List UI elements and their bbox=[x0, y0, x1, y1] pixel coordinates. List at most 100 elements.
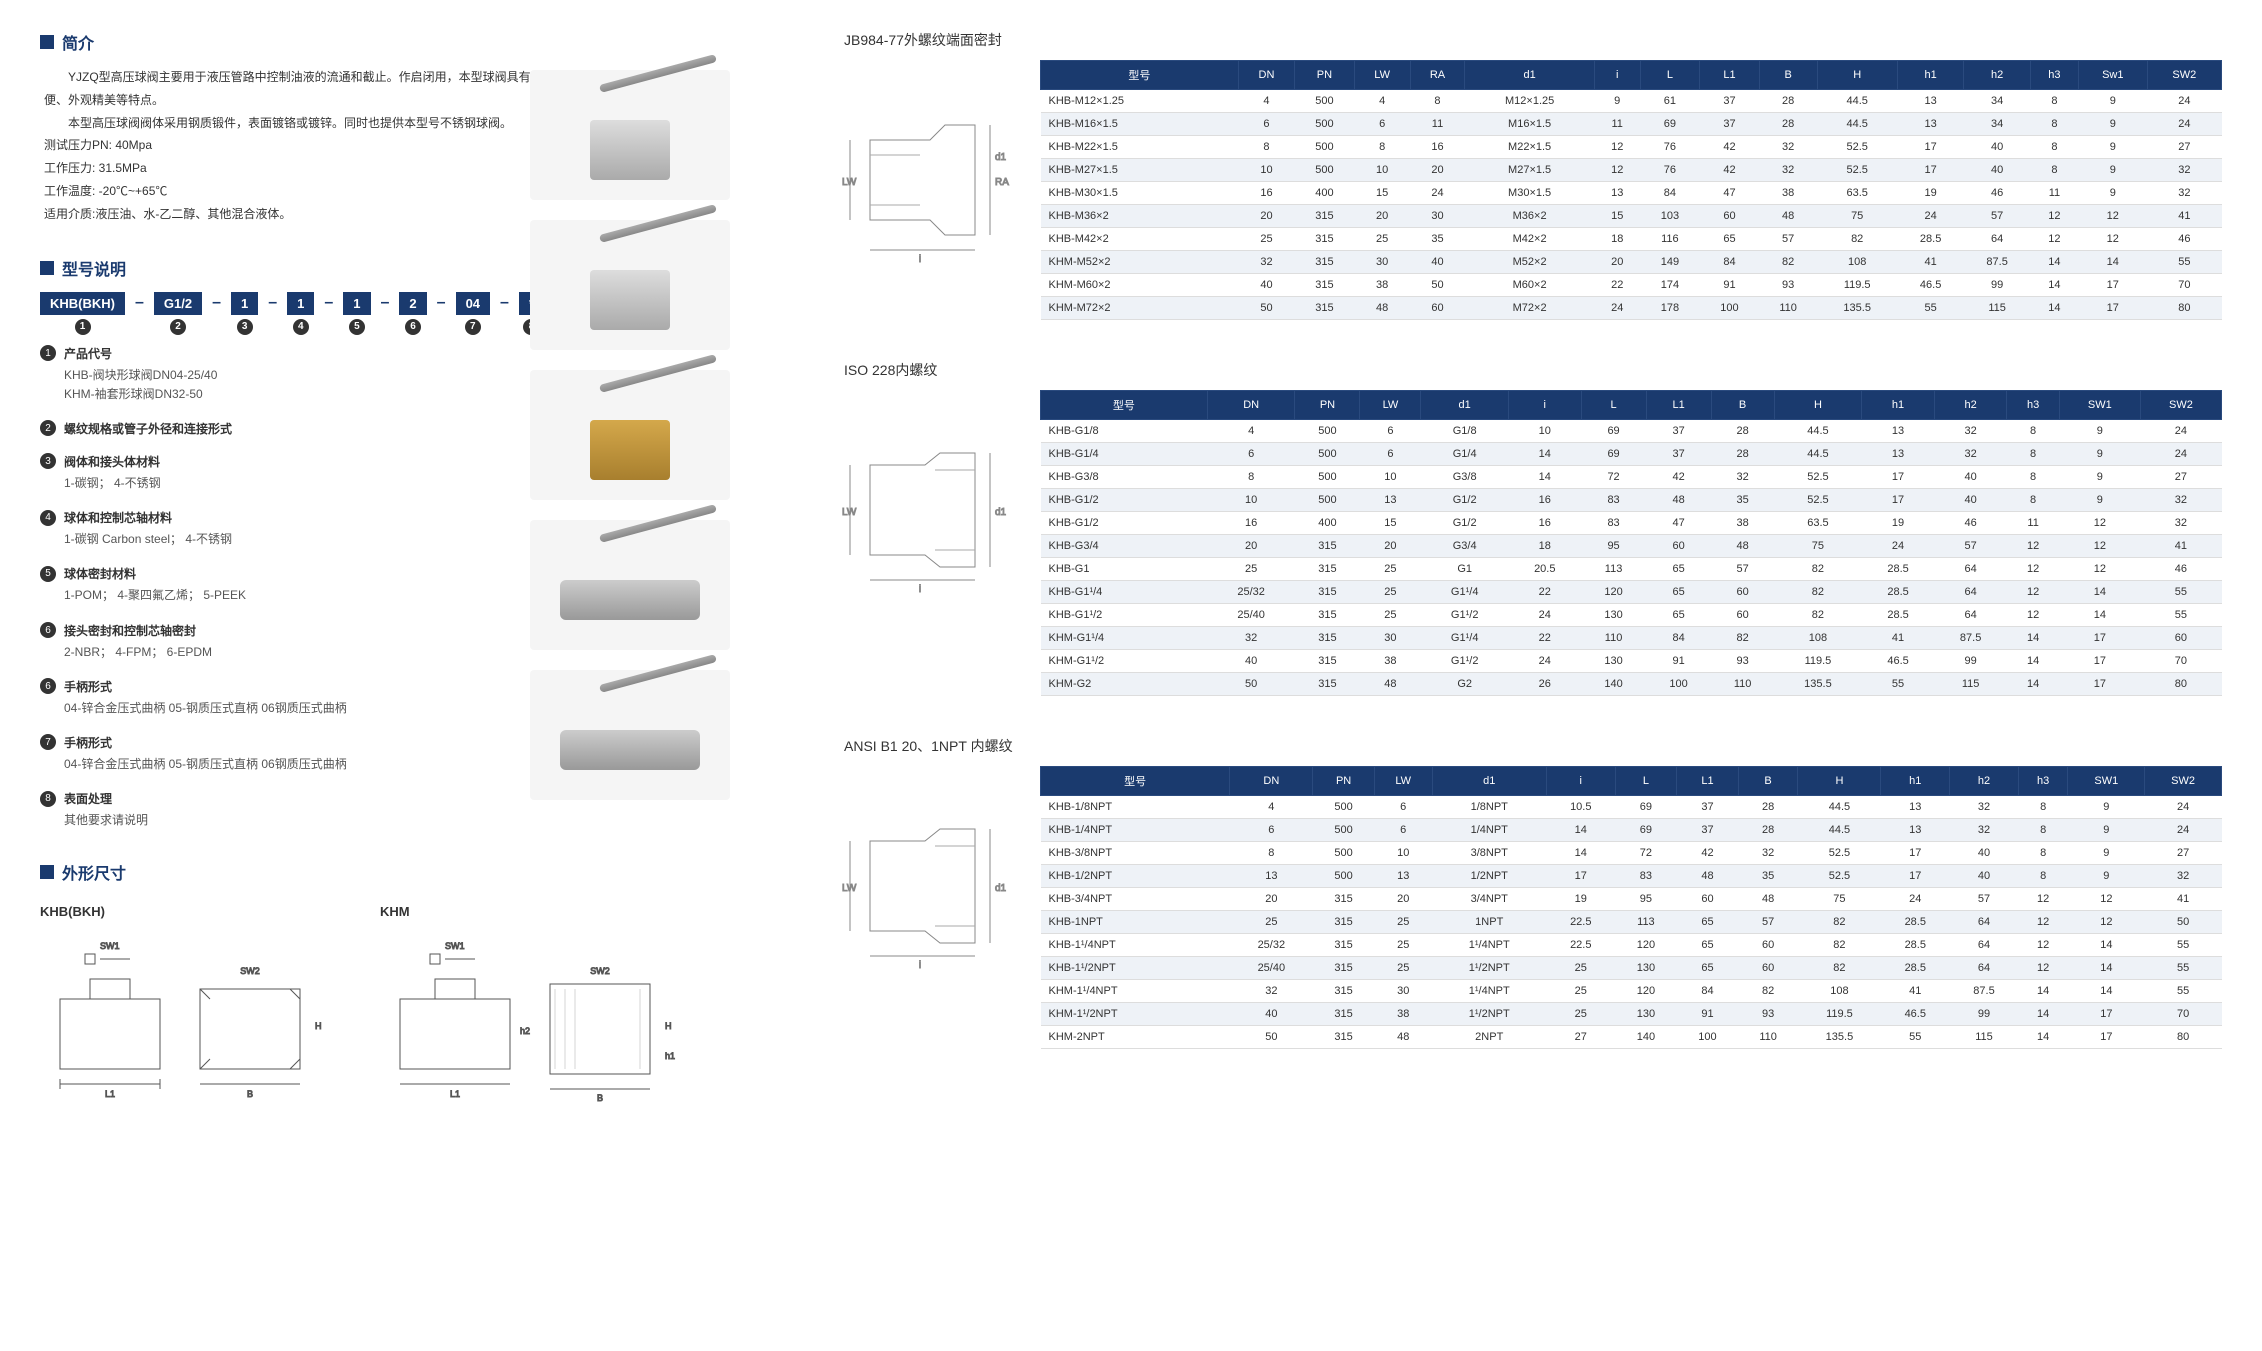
cell: 32 bbox=[2145, 865, 2222, 888]
svg-text:H: H bbox=[315, 1021, 322, 1031]
cell: 15 bbox=[1354, 182, 1410, 205]
legend-title: 手柄形式 bbox=[64, 678, 112, 695]
table-row: KHB-M30×1.5164001524M30×1.51384473863.51… bbox=[1041, 182, 2222, 205]
cell: 30 bbox=[1354, 251, 1410, 274]
cell: 115 bbox=[1964, 297, 2031, 320]
cell: 60 bbox=[1700, 205, 1760, 228]
legend-title: 球体和控制芯轴材料 bbox=[64, 509, 172, 526]
cell: 20 bbox=[1360, 535, 1421, 558]
table-row: KHB-G1/465006G1/41469372844.513328924 bbox=[1041, 443, 2222, 466]
cell: 27 bbox=[2140, 466, 2221, 489]
svg-text:L1: L1 bbox=[105, 1089, 115, 1099]
cell: 4 bbox=[1238, 90, 1294, 113]
cell: 13 bbox=[1897, 90, 1964, 113]
cell: G2 bbox=[1421, 673, 1509, 696]
cell: 16 bbox=[1238, 182, 1294, 205]
svg-text:h2: h2 bbox=[520, 1026, 530, 1036]
cell: 63.5 bbox=[1774, 512, 1862, 535]
cell: 9 bbox=[2059, 443, 2140, 466]
cell: 6 bbox=[1354, 113, 1410, 136]
cell: 84 bbox=[1677, 980, 1739, 1003]
cell: G1/4 bbox=[1421, 443, 1509, 466]
cell: 8 bbox=[2018, 865, 2068, 888]
cell: 6 bbox=[1230, 819, 1313, 842]
cell: KHB-3/4NPT bbox=[1041, 888, 1230, 911]
cell: 10 bbox=[1360, 466, 1421, 489]
cell: 6 bbox=[1374, 796, 1432, 819]
cell: 44.5 bbox=[1774, 420, 1862, 443]
cell: 82 bbox=[1774, 558, 1862, 581]
col-header: L bbox=[1640, 61, 1700, 90]
cell: 108 bbox=[1817, 251, 1897, 274]
cell: 24 bbox=[2147, 113, 2221, 136]
cell: 57 bbox=[1759, 228, 1817, 251]
cell: 17 bbox=[2059, 627, 2140, 650]
cell: 16 bbox=[1508, 489, 1581, 512]
cell: 8 bbox=[2030, 136, 2078, 159]
cell: 60 bbox=[1410, 297, 1465, 320]
cell: 22 bbox=[1594, 274, 1640, 297]
cell: 15 bbox=[1360, 512, 1421, 535]
cell: 44.5 bbox=[1817, 113, 1897, 136]
badge-number: 6 bbox=[405, 319, 421, 335]
cell: KHB-G1/8 bbox=[1041, 420, 1208, 443]
cell: 64 bbox=[1950, 911, 2019, 934]
cell: 10 bbox=[1354, 159, 1410, 182]
cell: 135.5 bbox=[1817, 297, 1897, 320]
cell: 40 bbox=[1207, 650, 1295, 673]
col-header: L bbox=[1615, 767, 1677, 796]
cell: 120 bbox=[1615, 980, 1677, 1003]
table-row: KHB-M36×2203152030M36×215103604875245712… bbox=[1041, 205, 2222, 228]
cell: 9 bbox=[2059, 466, 2140, 489]
cell: 24 bbox=[1410, 182, 1465, 205]
cell: 41 bbox=[1881, 980, 1950, 1003]
cell: 22.5 bbox=[1546, 934, 1615, 957]
cell: 57 bbox=[1738, 911, 1798, 934]
cell: 70 bbox=[2147, 274, 2221, 297]
cell: 20 bbox=[1374, 888, 1432, 911]
cell: 28 bbox=[1759, 113, 1817, 136]
cell: 1NPT bbox=[1432, 911, 1546, 934]
cell: 52.5 bbox=[1817, 159, 1897, 182]
cell: 46.5 bbox=[1862, 650, 1935, 673]
cell: 10 bbox=[1508, 420, 1581, 443]
table2: 型号DNPNLWd1iLL1BHh1h2h3SW1SW2KHB-G1/84500… bbox=[1040, 390, 2222, 696]
cell: 14 bbox=[2007, 650, 2059, 673]
valve-image-2 bbox=[530, 220, 730, 350]
cell: 315 bbox=[1295, 251, 1355, 274]
cell: 500 bbox=[1295, 443, 1360, 466]
cell: M27×1.5 bbox=[1465, 159, 1594, 182]
cell: 57 bbox=[1950, 888, 2019, 911]
col-header: h1 bbox=[1862, 391, 1935, 420]
cell: 16 bbox=[1508, 512, 1581, 535]
cell: 87.5 bbox=[1934, 627, 2007, 650]
cell: 40 bbox=[1230, 1003, 1313, 1026]
cell: 60 bbox=[1711, 604, 1774, 627]
cell: 26 bbox=[1508, 673, 1581, 696]
cell: 3/4NPT bbox=[1432, 888, 1546, 911]
cell: 95 bbox=[1581, 535, 1646, 558]
cell: 178 bbox=[1640, 297, 1700, 320]
table-row: KHB-M12×1.25450048M12×1.25961372844.5133… bbox=[1041, 90, 2222, 113]
cell: 24 bbox=[1594, 297, 1640, 320]
cell: 28 bbox=[1711, 443, 1774, 466]
table2-title: ISO 228内螺纹 bbox=[840, 360, 2222, 380]
svg-text:SW1: SW1 bbox=[445, 941, 465, 951]
cell: 8 bbox=[2030, 159, 2078, 182]
cell: 14 bbox=[2030, 251, 2078, 274]
col-header: H bbox=[1798, 767, 1881, 796]
cell: 9 bbox=[2078, 159, 2147, 182]
badge-number: 3 bbox=[237, 319, 253, 335]
cell: 110 bbox=[1759, 297, 1817, 320]
cell: 24 bbox=[1881, 888, 1950, 911]
cell: 70 bbox=[2145, 1003, 2222, 1026]
cell: 14 bbox=[2068, 934, 2145, 957]
svg-text:B: B bbox=[597, 1093, 603, 1103]
cell: 8 bbox=[1207, 466, 1295, 489]
table-row: KHB-1¹/2NPT25/40315251¹/2NPT251306560822… bbox=[1041, 957, 2222, 980]
cell: 400 bbox=[1295, 182, 1355, 205]
cell: 50 bbox=[1207, 673, 1295, 696]
cell: 12 bbox=[2007, 581, 2059, 604]
svg-text:SW2: SW2 bbox=[590, 966, 610, 976]
cell: 315 bbox=[1295, 205, 1355, 228]
